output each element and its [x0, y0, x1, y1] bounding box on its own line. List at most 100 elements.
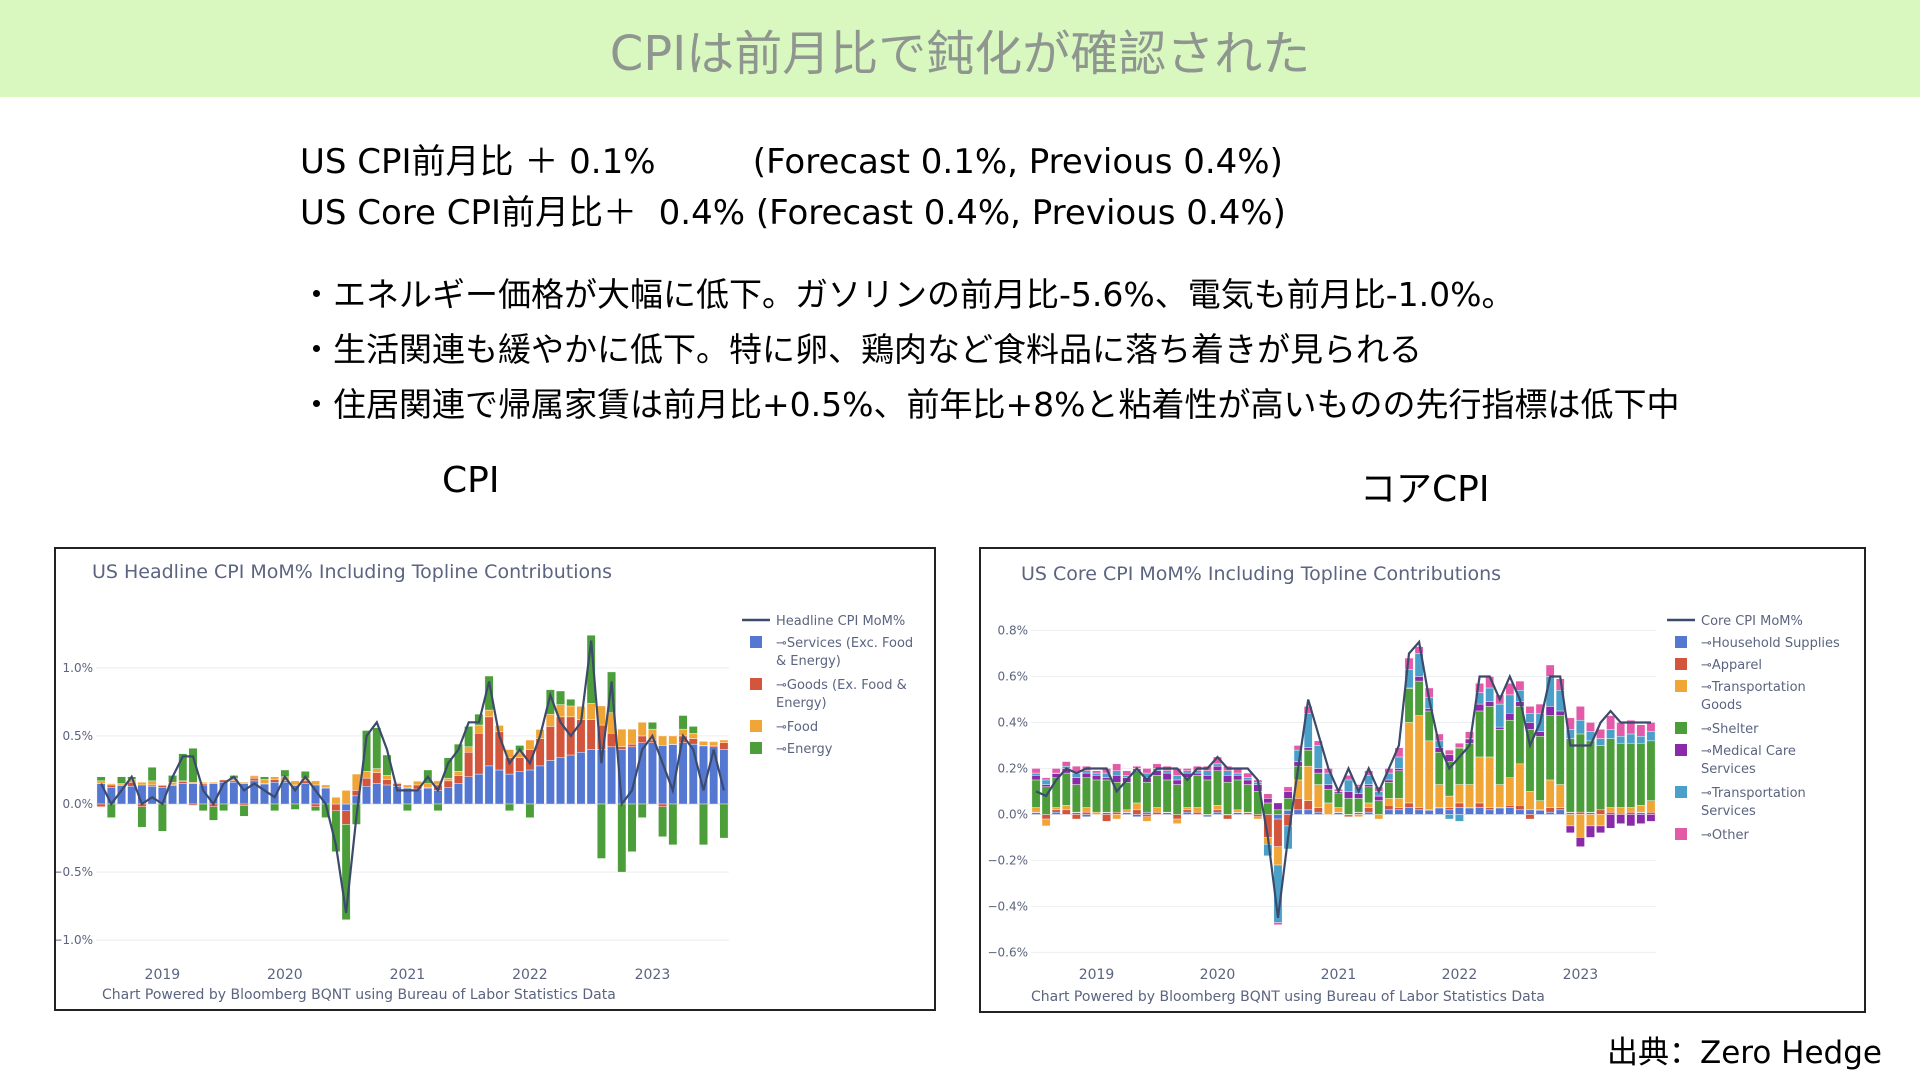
bar-segment	[178, 783, 188, 805]
bar-segment	[1646, 811, 1656, 815]
bar-segment	[249, 775, 259, 777]
bar-segment	[198, 782, 208, 784]
bar-segment	[1596, 745, 1605, 811]
bar-segment	[1112, 775, 1122, 783]
bar-segment	[1455, 784, 1464, 804]
bar-segment	[362, 771, 371, 779]
bar-segment	[1203, 770, 1212, 776]
bar-segment	[1586, 825, 1595, 838]
bar-segment	[219, 779, 229, 781]
bar-segment	[637, 735, 647, 743]
bar-segment	[1545, 664, 1555, 677]
bar-segment	[1344, 779, 1353, 792]
bar-segment	[1233, 775, 1242, 781]
bar-segment	[331, 797, 341, 805]
bar-segment	[1172, 784, 1182, 815]
x-tick-label: 2021	[390, 967, 426, 983]
bar-segment	[699, 741, 708, 746]
bar-segment	[311, 806, 320, 812]
bar-segment	[147, 767, 157, 782]
bar-segment	[1313, 740, 1323, 746]
bar-segment	[1495, 729, 1505, 785]
bar-segment	[1273, 818, 1283, 847]
bar-segment	[648, 742, 657, 805]
bar-segment	[1031, 807, 1041, 813]
bar-segment	[1475, 802, 1484, 808]
bar-segment	[1223, 782, 1232, 815]
legend-label: ⊸Energy	[776, 742, 833, 757]
bar-segment	[709, 741, 719, 743]
bar-segment	[617, 803, 627, 873]
bar-segment	[1565, 825, 1575, 834]
bar-segment	[627, 728, 637, 745]
bar-segment	[1303, 765, 1313, 801]
title-banner: CPIは前月比で鈍化が確認された	[0, 0, 1920, 97]
bar-segment	[1505, 807, 1515, 815]
bar-segment	[678, 715, 688, 730]
bar-segment	[688, 726, 698, 734]
bar-segment	[1162, 779, 1172, 813]
bar-segment	[1031, 772, 1041, 776]
bar-segment	[1445, 809, 1454, 815]
bar-segment	[1485, 706, 1495, 758]
x-tick-label: 2023	[1563, 967, 1599, 983]
bar-segment	[1051, 811, 1061, 815]
core-cpi-chart-svg: US Core CPI MoM% Including Topline Contr…	[987, 563, 1840, 1005]
bar-segment	[1636, 814, 1646, 824]
caption-cpi: CPI	[442, 460, 500, 501]
bar-segment	[1525, 814, 1535, 820]
bar-segment	[1273, 814, 1283, 820]
bar-segment	[1061, 761, 1071, 767]
bar-segment	[1455, 807, 1464, 815]
bar-segment	[1334, 807, 1343, 813]
bar-segment	[1485, 807, 1495, 811]
bar-segment	[1545, 779, 1555, 808]
bar-segment	[1041, 779, 1051, 785]
bar-segment	[1192, 811, 1202, 815]
bar-segment	[1303, 747, 1313, 751]
bar-segment	[1213, 770, 1222, 806]
bar-segment	[1182, 809, 1192, 813]
bar-segment	[270, 779, 280, 783]
legend-label: Headline CPI MoM%	[776, 614, 905, 629]
bar-segment	[1243, 779, 1253, 785]
bar-segment	[1122, 782, 1132, 811]
legend-label: ⊸Goods (Ex. Food &	[776, 678, 907, 693]
bar-segment	[1475, 703, 1484, 712]
y-tick-label: −0.6%	[987, 945, 1028, 959]
bar-segment	[1243, 777, 1253, 781]
bar-segment	[1505, 805, 1515, 808]
bar-segment	[1364, 807, 1374, 813]
bar-segment	[1515, 809, 1525, 815]
y-tick-label: −0.2%	[987, 853, 1028, 867]
bar-segment	[1122, 809, 1132, 813]
bar-segment	[1626, 807, 1636, 813]
bar-segment	[1586, 814, 1595, 827]
bar-segment	[1606, 811, 1615, 815]
bar-segment	[1243, 784, 1253, 813]
bar-segment	[1182, 770, 1192, 774]
bar-segment	[474, 733, 484, 775]
bar-segment	[1132, 802, 1142, 811]
bar-segment	[1485, 756, 1495, 808]
bar-segment	[1606, 715, 1615, 730]
bar-segment	[1636, 805, 1646, 813]
y-tick-label: 0.6%	[998, 669, 1029, 683]
bar-segment	[1535, 800, 1545, 811]
bar-segment	[576, 705, 586, 707]
bar-segment	[382, 784, 392, 805]
bar-segment	[1344, 791, 1353, 799]
bar-segment	[1565, 814, 1575, 827]
bar-segment	[1142, 768, 1152, 774]
bar-segment	[239, 803, 249, 806]
bar-segment	[1203, 779, 1212, 815]
bar-segment	[586, 749, 596, 805]
x-tick-label: 2019	[1079, 967, 1115, 983]
bar-segment	[1394, 798, 1404, 808]
bar-segment	[362, 730, 371, 772]
bar-segment	[515, 757, 525, 772]
bar-segment	[1082, 772, 1091, 778]
bar-segment	[1394, 768, 1404, 771]
bar-segment	[586, 703, 596, 720]
bar-segment	[1253, 816, 1263, 820]
